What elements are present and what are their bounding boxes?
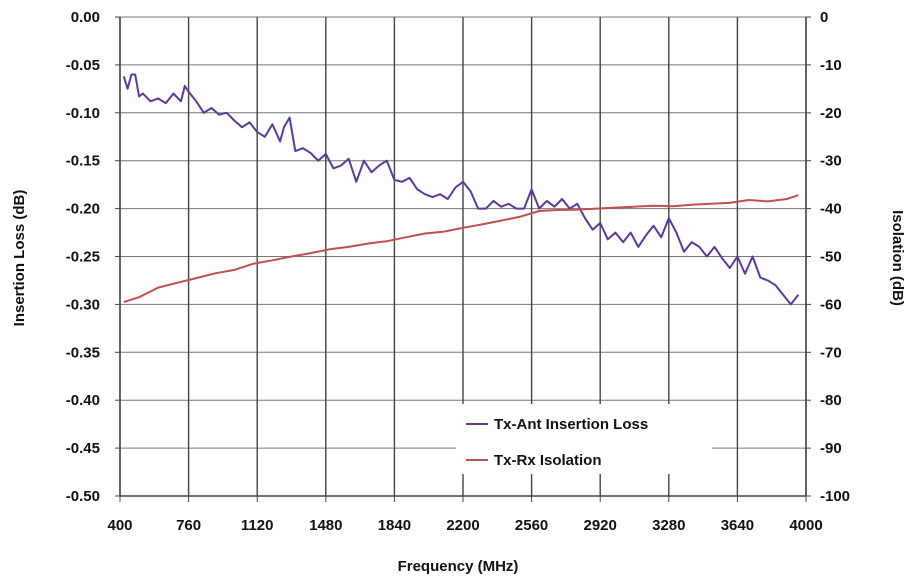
x-axis-title: Frequency (MHz) — [398, 558, 519, 575]
series-layer — [122, 73, 800, 306]
right-y-tick-label: -20 — [820, 105, 842, 122]
right-y-axis-title: Isolation (dB) — [889, 210, 904, 306]
series-line-insertion-loss — [122, 73, 800, 306]
left-y-tick-label: -0.30 — [66, 296, 100, 313]
x-tick-label: 1840 — [378, 517, 411, 534]
left-y-tick-label: -0.10 — [66, 105, 100, 122]
right-y-tick-label: -100 — [820, 488, 850, 505]
x-tick-label: 1120 — [241, 517, 274, 534]
legend-label-isolation: Tx-Rx Isolation — [494, 452, 602, 469]
x-tick-label: 2560 — [515, 517, 548, 534]
legend-label-insertion-loss: Tx-Ant Insertion Loss — [494, 416, 648, 433]
left-y-tick-label: 0.00 — [71, 9, 100, 26]
legend-box — [456, 404, 712, 474]
x-tick-label: 3280 — [652, 517, 685, 534]
left-y-tick-label: -0.45 — [66, 440, 100, 457]
right-y-tick-label: -10 — [820, 57, 842, 74]
x-tick-label: 1480 — [309, 517, 342, 534]
left-y-tick-label: -0.35 — [66, 344, 100, 361]
left-y-tick-label: -0.20 — [66, 201, 100, 218]
series-line-isolation — [123, 194, 799, 303]
right-y-tick-label: 0 — [820, 9, 828, 26]
right-y-tick-label: -60 — [820, 296, 842, 313]
right-y-tick-label: -90 — [820, 440, 842, 457]
x-tick-label: 4000 — [789, 517, 822, 534]
x-axis-ticks: 400 760 1120 1480 1840 2200 2560 2920 3280 3640 40… — [107, 496, 823, 534]
legend: Tx-Ant Insertion Loss Tx-Rx Isolation — [456, 404, 712, 474]
x-tick-label: 760 — [176, 517, 201, 534]
x-tick-label: 2920 — [584, 517, 617, 534]
x-tick-label: 2200 — [446, 517, 479, 534]
left-y-tick-label: -0.40 — [66, 392, 100, 409]
left-y-tick-label: -0.50 — [66, 488, 100, 505]
right-y-tick-label: -40 — [820, 201, 842, 218]
x-tick-label: 400 — [107, 517, 132, 534]
right-y-tick-label: -80 — [820, 392, 842, 409]
right-y-tick-label: -50 — [820, 249, 842, 266]
left-y-tick-label: -0.15 — [66, 153, 100, 170]
left-y-tick-label: -0.05 — [66, 57, 100, 74]
left-y-tick-label: -0.25 — [66, 249, 100, 266]
right-y-tick-label: -30 — [820, 153, 842, 170]
left-y-axis-title: Insertion Loss (dB) — [11, 190, 28, 327]
x-tick-label: 3640 — [721, 517, 754, 534]
left-y-axis-ticks: 0.00 -0.05 -0.10 -0.15 -0.20 -0.25 -0.30 -0.35 -… — [66, 9, 120, 505]
right-y-tick-label: -70 — [820, 344, 842, 361]
right-y-axis-ticks: 0 -10 -20 -30 -40 -50 -60 -70 -80 -90 -100 — [806, 9, 850, 505]
